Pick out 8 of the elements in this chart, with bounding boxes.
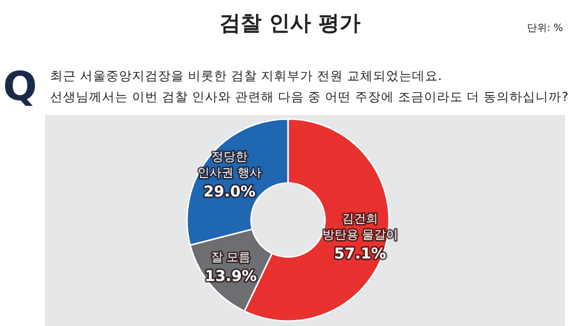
data-label: 29.0%: [204, 182, 256, 201]
chart-subtitle: 최근 서울중앙지검장을 비롯한 검찰 지휘부가 전원 교체되었는데요. 선생님께서는 이번 검찰 인사와 관련해 다음 중 어떤 주장에 조금이라도 더 동의하십니까?: [50, 68, 568, 104]
text: Q: [2, 64, 38, 110]
chart-title: 검찰 인사 평가: [220, 11, 360, 35]
slice-label: 잘 모름: [210, 250, 251, 264]
data-label: 13.9%: [204, 266, 257, 285]
text: 단위: %: [526, 23, 563, 34]
slice-label: 정당한 인사권 행사: [198, 150, 262, 180]
